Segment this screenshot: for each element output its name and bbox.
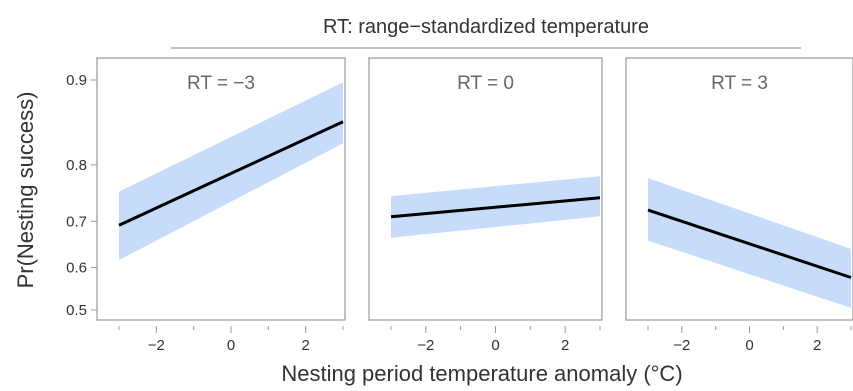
x-axis-label: Nesting period temperature anomaly (°C): [281, 361, 682, 386]
y-tick-label: 0.6: [66, 260, 87, 277]
y-tick-label: 0.7: [66, 213, 87, 230]
x-tick-label: 2: [561, 337, 569, 354]
panel-label: RT = 0: [457, 73, 514, 94]
x-tick-label: 2: [813, 337, 821, 354]
y-tick-label: 0.8: [66, 157, 87, 174]
y-tick-label: 0.5: [66, 302, 87, 319]
x-tick-label: 0: [745, 337, 753, 354]
y-axis-label: Pr(Nesting success): [13, 92, 38, 289]
fit-line: [390, 196, 601, 219]
x-tick-label: −2: [148, 337, 165, 354]
fit-line: [647, 208, 852, 279]
confidence-band: [119, 82, 343, 261]
x-tick-label: 0: [491, 337, 499, 354]
x-tick-label: −2: [417, 337, 434, 354]
x-tick-label: 2: [301, 337, 309, 354]
panel-label: RT = −3: [187, 73, 255, 94]
facet-panel: RT = 3 −2 0 2: [625, 57, 853, 354]
x-tick-label: 0: [227, 337, 235, 354]
facet-panel: RT = 0 −2 0 2: [368, 57, 603, 354]
y-axis: 0.5 0.6 0.7 0.8 0.9: [66, 72, 98, 319]
panel-label: RT = 3: [711, 73, 768, 94]
x-tick-label: −2: [673, 337, 690, 354]
facet-panels: RT = −3 −2 0 2 RT = 0 −2 0 2 RT = 3 −2 0 2: [96, 57, 853, 354]
y-tick-label: 0.9: [66, 72, 87, 89]
facet-panel: RT = −3 −2 0 2: [96, 57, 346, 354]
fit-line: [118, 120, 344, 227]
chart-title: RT: range−standardized temperature: [323, 16, 649, 38]
